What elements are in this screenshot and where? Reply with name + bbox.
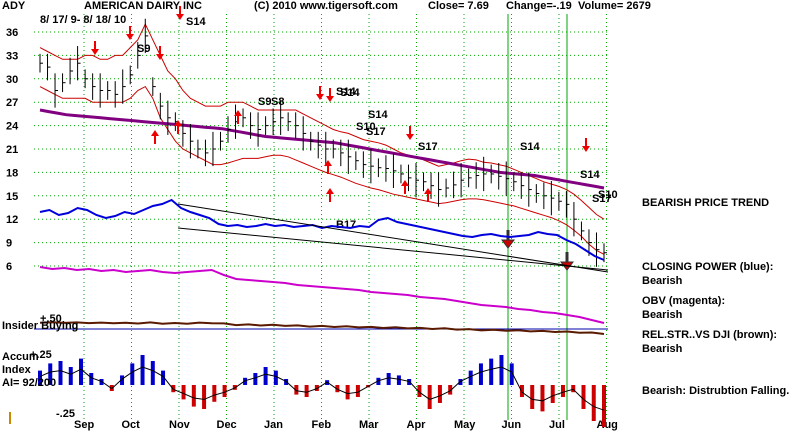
signal-arrow [126,34,134,40]
x-tick-Jun: Jun [502,419,522,431]
x-tick-Mar: Mar [359,419,379,431]
signal-label-s14: S14 [580,169,600,181]
rs-value: Bearish [642,343,683,355]
y-axis-ticks: 36 33 30 27 24 21 18 15 12 9 6 [6,27,19,273]
rs-title: REL.STR..VS DJI (brown): [642,329,778,341]
signal-arrow [424,188,432,194]
y-tick-6: 6 [6,261,12,273]
signal-label-s14: S14 [186,16,206,28]
y-tick-36: 36 [6,27,18,39]
insider-buying-label: Insider Buying [2,320,78,332]
signal-label-s14: S14 [520,141,540,153]
y-tick-18: 18 [6,167,18,179]
plus25-label: +.25 [30,349,52,361]
signal-label-s17: S17 [592,193,612,205]
signal-arrow [316,94,324,100]
ticker: ADY [2,0,26,12]
signal-arrow [234,110,242,116]
minus25-label: -.25 [56,408,75,420]
sell-arrow [501,239,515,249]
x-axis-ticks: Sep Oct Nov Dec Jan Feb Mar Apr May Jun Jul Aug [74,419,618,431]
obv-value: Bearish [642,309,683,321]
copyright: (C) 2010 www.tigersoft.com [254,0,398,12]
y-tick-9: 9 [6,238,12,250]
moving-average [39,108,605,190]
close-value: Close= 7.69 [428,0,489,12]
signal-label-s17: S17 [366,126,386,138]
x-tick-Sep: Sep [74,419,94,431]
y-tick-27: 27 [6,97,18,109]
signal-arrow [582,146,590,152]
signal-arrow [401,180,409,186]
signal-label-s10: S10 [356,121,376,133]
signal-label-s8: S8 [271,96,284,108]
relative-strength-line [39,321,605,335]
signal-arrow [174,120,182,126]
cp-value: Bearish [642,275,683,287]
company-name: AMERICAN DAIRY INC [84,0,202,12]
grid-lines [34,14,608,420]
lower-band [39,85,605,255]
obv-title: OBV (magenta): [642,295,726,307]
x-tick-Apr: Apr [407,419,427,431]
accum-histogram [38,355,606,427]
price-bars [39,18,607,267]
y-tick-33: 33 [6,50,18,62]
x-tick-May: May [454,419,476,431]
signal-label-s14: S14 [368,109,388,121]
x-tick-Jan: Jan [264,419,283,431]
signal-arrow [326,188,334,194]
closing-power-line [39,198,609,273]
signal-arrow [151,130,159,136]
signal-arrow [176,14,184,20]
y-tick-21: 21 [6,144,18,156]
plus50-label: +.50 [40,313,62,325]
signal-arrow [406,134,414,140]
y-tick-12: 12 [6,214,18,226]
closing-power-series [39,198,605,261]
x-tick-Jul: Jul [549,419,565,431]
trend-note: BEARISH PRICE TREND [642,197,770,209]
y-tick-30: 30 [6,74,18,86]
date-range: 8/ 17/ 9- 8/ 18/ 10 [40,14,127,26]
signal-arrow [324,160,332,166]
cp-trendline-upper [177,203,609,273]
x-tick-Dec: Dec [217,419,237,431]
upper-band [39,23,605,220]
signal-arrow [91,49,99,55]
signal-arrow [326,96,334,102]
x-tick-Oct: Oct [122,419,141,431]
signal-label-s9: S9 [258,96,271,108]
signal-label-s14: S14 [340,87,360,99]
cp-trendline-lower [177,227,609,271]
y-tick-15: 15 [6,191,18,203]
accum-label-2: Index [2,364,32,376]
accum-label-1: Accum [2,351,39,363]
accum-ma [39,366,605,411]
signal-label-s17: S17 [418,141,438,153]
y-tick-24: 24 [6,121,19,133]
signal-label-s10: S10 [598,189,618,201]
accum-value: AI= 92/200 [2,377,56,389]
x-tick-Feb: Feb [312,419,332,431]
change-value: Change=-.19 [506,0,572,12]
x-tick-Aug: Aug [597,419,618,431]
bollinger-bands [39,23,605,255]
volume-value: Volume= 2679 [578,0,651,12]
accum-note: Bearish: Distrubtion Falling. [642,385,790,397]
rel-strength-series [39,321,605,335]
x-tick-Nov: Nov [169,419,191,431]
obv-series [39,266,605,324]
signal-label-s14: S14 [336,86,356,98]
cp-title: CLOSING POWER (blue): [642,261,774,273]
obv-line [39,266,605,324]
signal-label-s9: S9 [137,43,150,55]
signal-arrow [156,54,164,60]
